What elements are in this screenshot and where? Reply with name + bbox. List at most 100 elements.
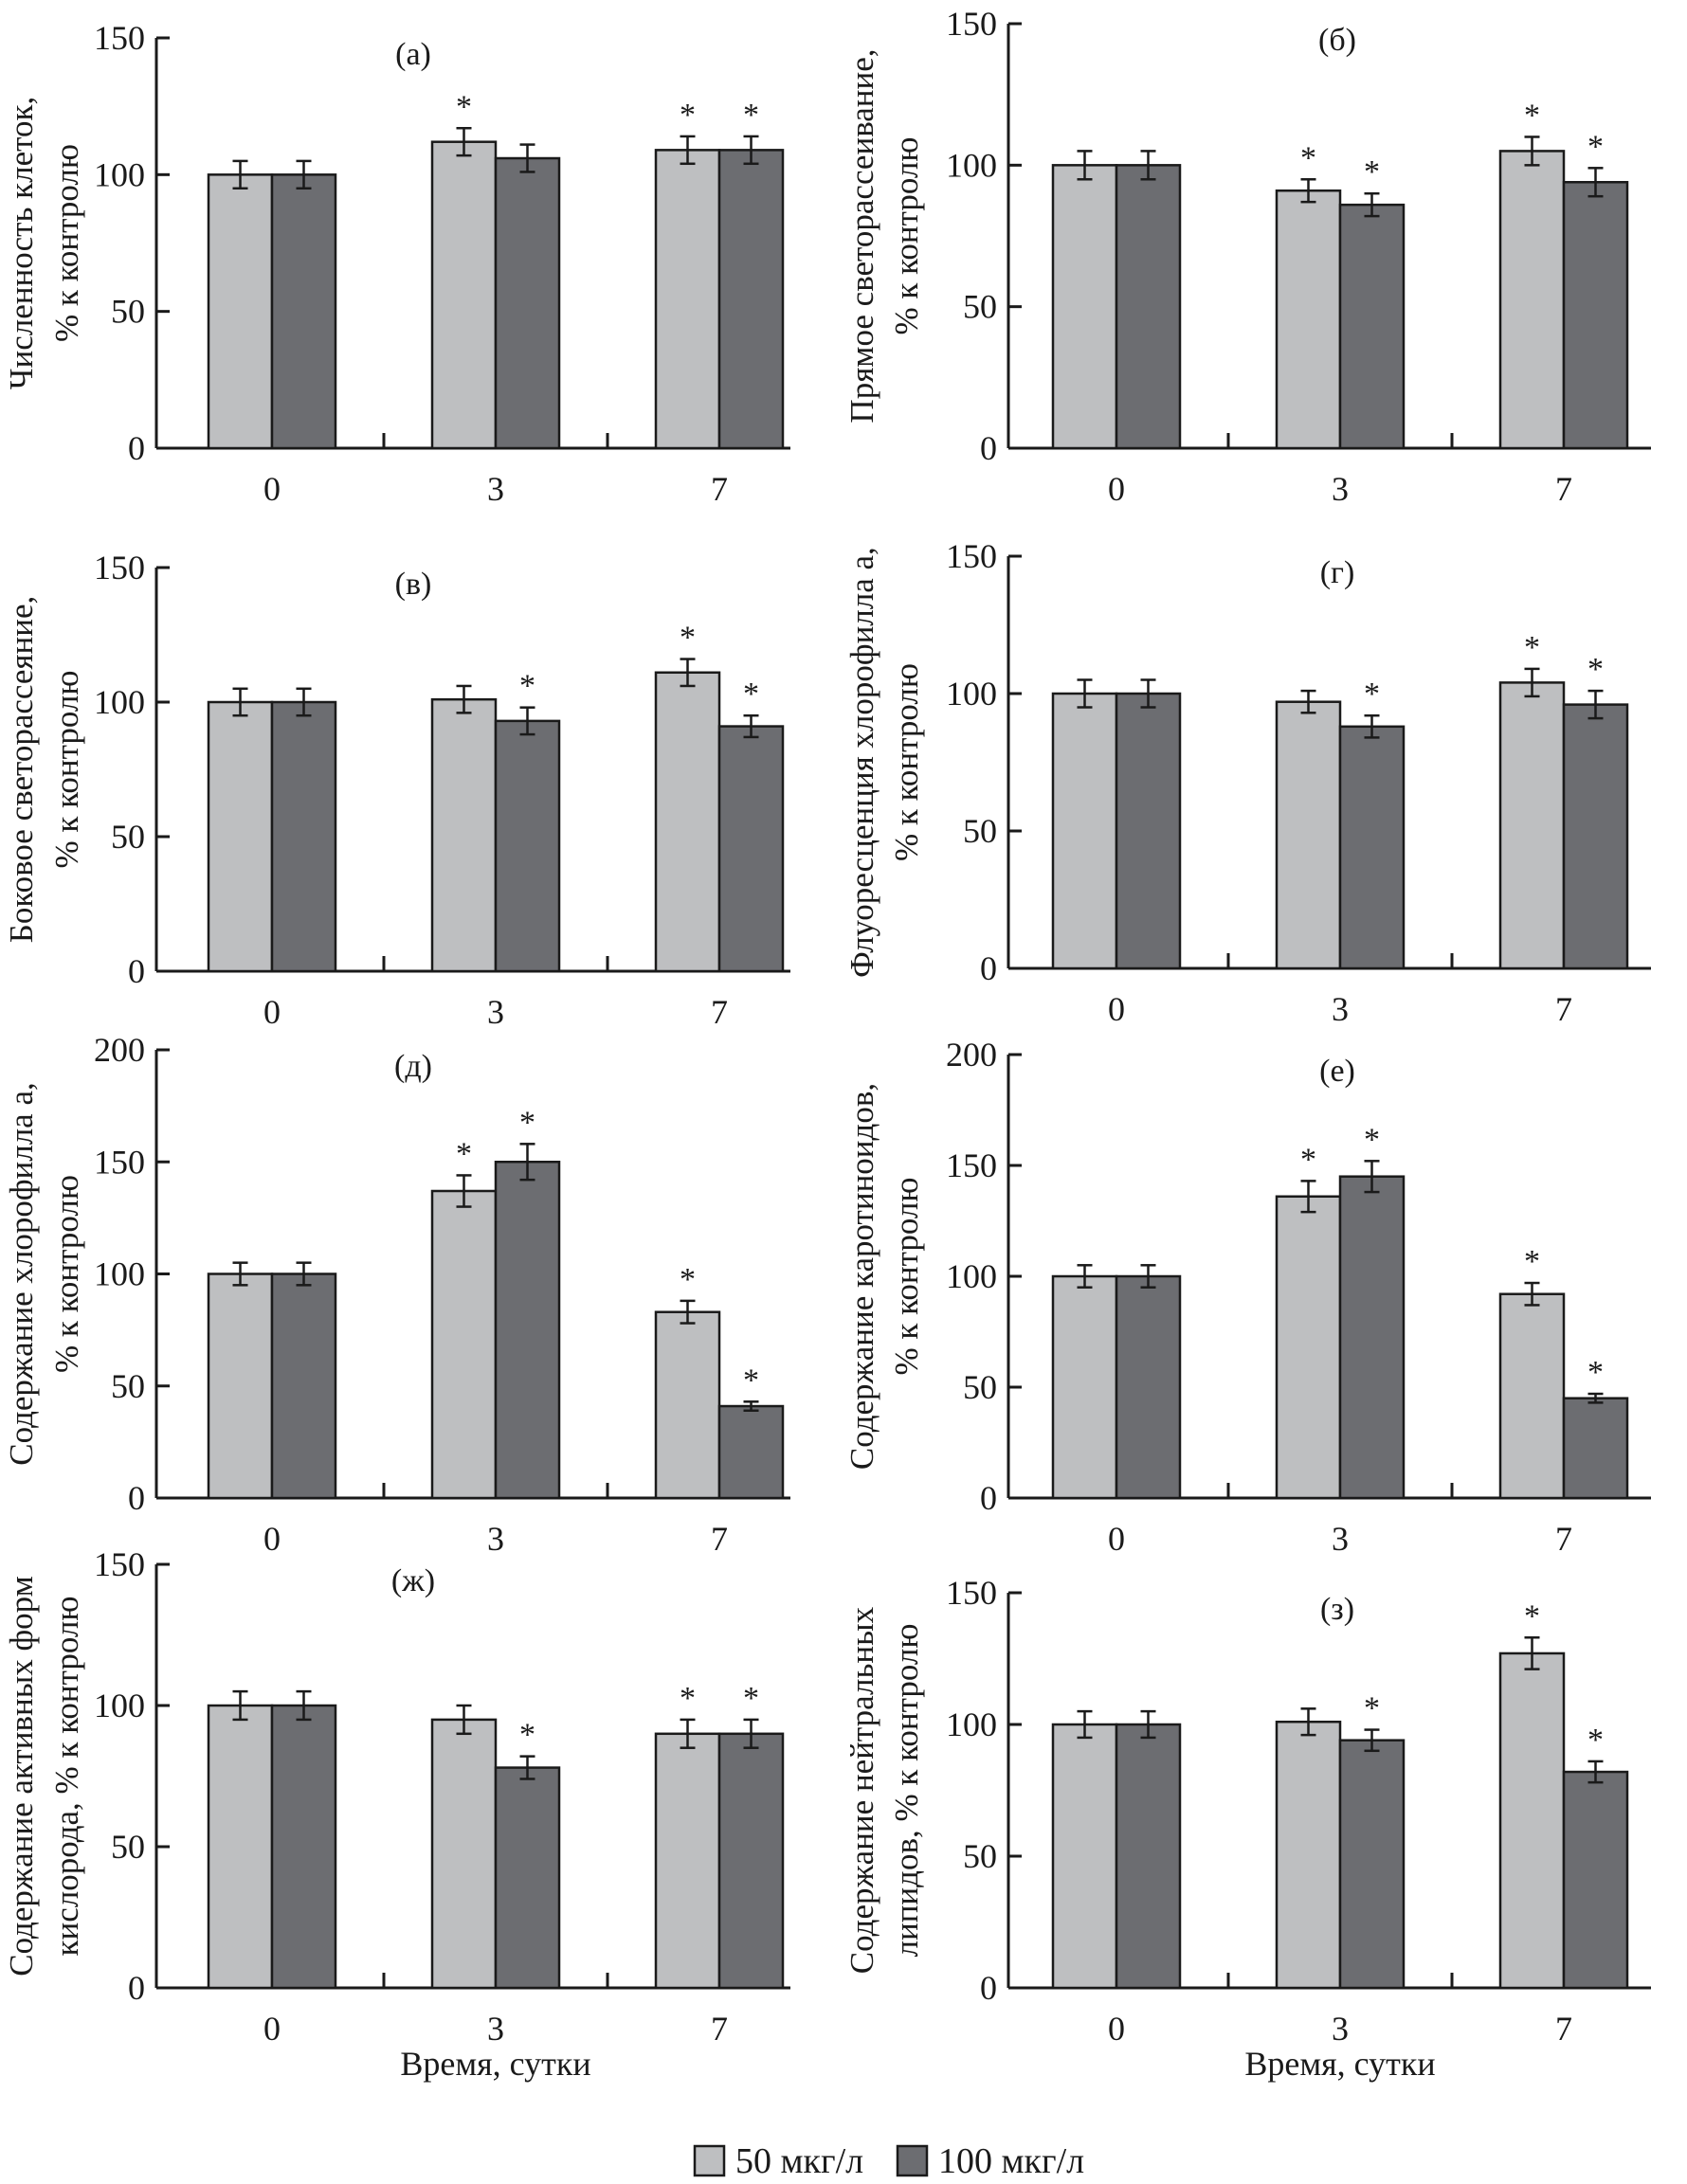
bar xyxy=(207,1272,274,1500)
x-tick-label: 7 xyxy=(1555,2010,1572,2048)
x-tick-label: 3 xyxy=(487,1520,504,1558)
bar xyxy=(207,173,274,450)
y-axis-label: Численность клеток, xyxy=(3,97,40,389)
x-axis-label: Время, сутки xyxy=(400,2045,590,2083)
bar xyxy=(430,140,498,450)
bar xyxy=(1562,1770,1629,1990)
panel-label: (д) xyxy=(394,1049,432,1084)
significance-marker: * xyxy=(1587,652,1604,687)
y-axis-label: % к контролю xyxy=(48,1175,85,1373)
bar xyxy=(1498,1292,1566,1500)
y-axis-label: Содержание каротиноидов, xyxy=(844,1083,880,1470)
panel-1: 0 50 100 150 0 3 * 7 * * (а) Численность клеток,% к… xyxy=(3,19,790,508)
x-tick-label: 3 xyxy=(1332,1520,1349,1558)
x-axis-label: Время, сутки xyxy=(1244,2045,1435,2083)
x-tick-label: 7 xyxy=(1555,990,1572,1028)
y-axis-label: % к контролю xyxy=(48,671,85,869)
significance-marker: * xyxy=(1587,129,1604,164)
bar xyxy=(1115,1723,1182,1990)
y-tick-label: 100 xyxy=(94,683,145,721)
panel-3: 0 50 100 150 0 3 * 7 * * (в) Боковое светорассеяние… xyxy=(3,549,790,1031)
significance-marker: * xyxy=(1587,1723,1604,1758)
bar xyxy=(270,1272,337,1500)
significance-marker: * xyxy=(519,1105,535,1140)
significance-marker: * xyxy=(456,89,472,124)
panel-label: (з) xyxy=(1320,1592,1354,1627)
x-tick-label: 0 xyxy=(1108,990,1125,1028)
bar xyxy=(654,1732,721,1990)
y-axis-label: % к контролю xyxy=(48,144,85,342)
bar xyxy=(494,156,561,450)
legend-label: 50 мкг/л xyxy=(735,2141,863,2181)
y-tick-label: 100 xyxy=(94,155,145,193)
y-tick-label: 100 xyxy=(946,1257,997,1295)
bar xyxy=(1498,150,1566,450)
bar xyxy=(207,1704,274,1990)
y-axis-label: Содержание хлорофилла a, xyxy=(3,1082,40,1466)
bar xyxy=(430,1189,498,1500)
y-tick-label: 100 xyxy=(94,1687,145,1724)
legend-swatch-100 xyxy=(896,2144,929,2177)
bar xyxy=(1562,703,1629,970)
y-tick-label: 200 xyxy=(946,1036,997,1074)
bar xyxy=(207,700,274,973)
panel-7: 0 50 100 150 0 3 * 7 * * (ж) Содержание активных фо… xyxy=(3,1545,790,2083)
y-axis-label: % к контролю xyxy=(888,137,925,335)
y-axis-label: Прямое светорассеивание, xyxy=(844,48,880,423)
y-tick-label: 50 xyxy=(963,1368,997,1406)
bar xyxy=(717,1404,785,1500)
x-tick-label: 0 xyxy=(263,993,281,1031)
y-tick-label: 150 xyxy=(946,5,997,43)
significance-marker: * xyxy=(1364,1691,1380,1726)
x-tick-label: 7 xyxy=(1555,470,1572,508)
bar xyxy=(1338,1739,1406,1990)
bar xyxy=(494,1161,561,1500)
significance-marker: * xyxy=(743,677,759,712)
bar xyxy=(1051,1723,1118,1990)
bar xyxy=(1498,1652,1566,1990)
bar xyxy=(654,671,721,973)
significance-marker: * xyxy=(456,1136,472,1171)
y-tick-label: 0 xyxy=(980,1969,997,2007)
y-axis-label: липидов, % к контролю xyxy=(888,1624,925,1958)
significance-marker: * xyxy=(743,1681,759,1716)
y-tick-label: 100 xyxy=(946,1706,997,1743)
bar xyxy=(1275,189,1342,450)
y-axis-label: Содержание нейтральных xyxy=(844,1606,880,1974)
panel-8: 0 50 100 150 0 3 * 7 * * (з) Содержание нейтральных… xyxy=(844,1574,1651,2083)
significance-marker: * xyxy=(680,621,696,656)
panel-label: (е) xyxy=(1319,1054,1355,1089)
panel-label: (ж) xyxy=(391,1563,435,1598)
significance-marker: * xyxy=(519,1718,535,1753)
y-tick-label: 150 xyxy=(94,1143,145,1181)
significance-marker: * xyxy=(1300,1142,1316,1177)
significance-marker: * xyxy=(1524,1598,1540,1633)
x-tick-label: 3 xyxy=(1332,2010,1349,2048)
bar xyxy=(494,1766,561,1990)
bar xyxy=(654,149,721,450)
panel-label: (б) xyxy=(1318,23,1356,58)
bar xyxy=(1115,1274,1182,1500)
bar xyxy=(494,719,561,973)
panel-6: 0 50 100 150 200 0 3 * * 7 * * (е) Содержание каротин… xyxy=(844,1036,1651,1558)
y-tick-label: 0 xyxy=(980,949,997,987)
legend-label: 100 мкг/л xyxy=(938,2141,1084,2181)
y-tick-label: 0 xyxy=(128,952,145,990)
y-tick-label: 50 xyxy=(111,1828,145,1866)
bar xyxy=(1051,164,1118,450)
y-tick-label: 100 xyxy=(94,1255,145,1293)
x-tick-label: 3 xyxy=(1332,470,1349,508)
y-tick-label: 100 xyxy=(946,146,997,184)
y-tick-label: 50 xyxy=(111,1367,145,1405)
significance-marker: * xyxy=(743,98,759,133)
y-tick-label: 200 xyxy=(94,1031,145,1069)
bar xyxy=(270,700,337,973)
bar xyxy=(717,149,785,450)
x-tick-label: 3 xyxy=(487,470,504,508)
x-tick-label: 3 xyxy=(1332,990,1349,1028)
significance-marker: * xyxy=(1364,154,1380,190)
x-tick-label: 0 xyxy=(263,1520,281,1558)
x-tick-label: 0 xyxy=(1108,2010,1125,2048)
bar xyxy=(717,1732,785,1990)
